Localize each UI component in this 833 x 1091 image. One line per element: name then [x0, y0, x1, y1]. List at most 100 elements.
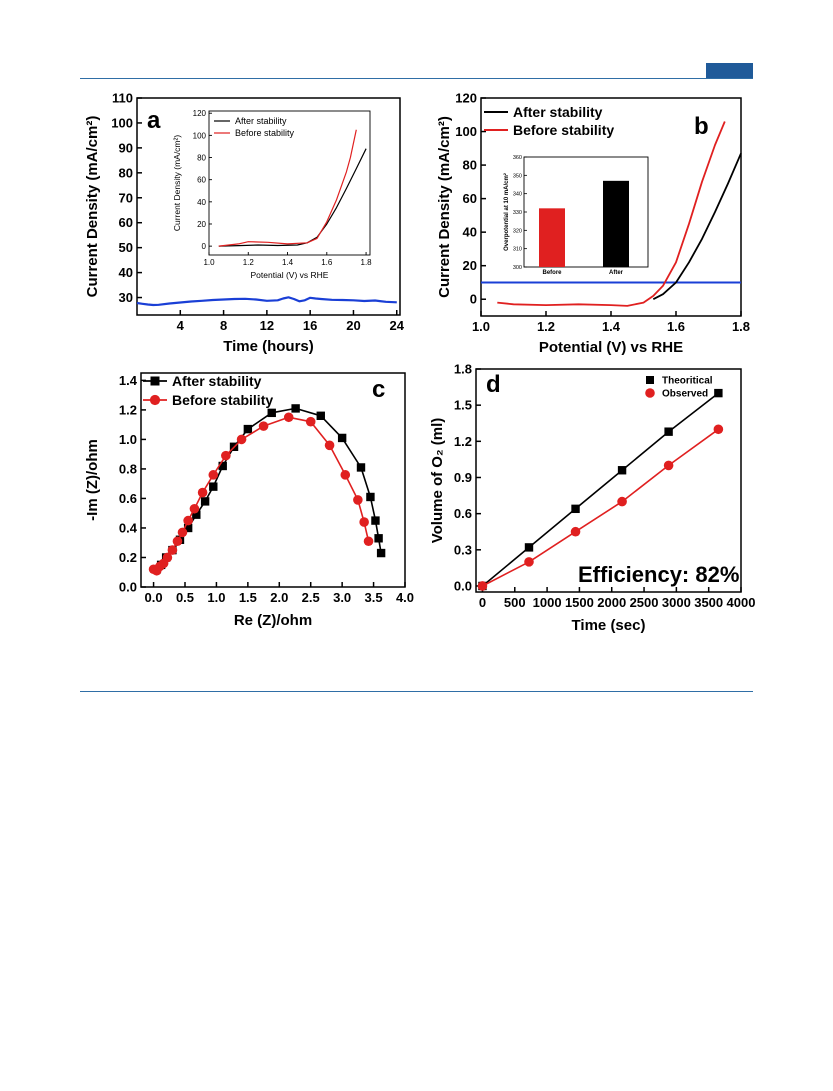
x-tick-label: 1.8	[361, 258, 373, 267]
panel-c-point	[209, 482, 218, 491]
panel-d-point	[571, 504, 580, 514]
x-tick-label: 3000	[662, 595, 691, 610]
panel-c-point	[236, 434, 247, 445]
y-tick-label: 1.4	[119, 373, 138, 388]
panel-c-point	[324, 440, 335, 451]
y-tick-label: 20	[197, 220, 206, 229]
panel-c-point	[371, 516, 380, 525]
panel-a-inset-line	[218, 148, 367, 247]
panel-d-series-line	[482, 428, 719, 587]
panel-c-point	[337, 433, 347, 443]
legend-label: After stability	[235, 116, 287, 126]
inset-y-axis-label: Overpotential at 10 mA/cm²	[503, 173, 510, 251]
panel-c-point	[356, 463, 366, 472]
y-tick-label: 0.3	[454, 542, 472, 557]
x-axis-label: Potential (V) vs RHE	[251, 270, 329, 280]
legend-marker	[149, 394, 161, 406]
x-tick-label: 3.0	[333, 590, 351, 605]
inset-y-tick-label: 300	[513, 265, 522, 271]
legend-label: Before stability	[513, 122, 614, 138]
panel-d-label: d	[486, 371, 501, 398]
x-tick-label: 4.0	[396, 590, 414, 605]
y-tick-label: 120	[455, 91, 477, 106]
x-tick-label: 2.5	[302, 590, 320, 605]
panel-c-point	[353, 495, 363, 505]
legend-label: Theoritical	[662, 376, 713, 387]
legend-marker	[150, 376, 160, 386]
panel-b-label: b	[694, 113, 709, 140]
panel-c-point	[208, 470, 219, 480]
x-axis-label: Time (hours)	[223, 338, 314, 355]
x-tick-label: 1.4	[282, 258, 294, 267]
y-tick-label: 1.0	[119, 432, 137, 447]
legend-label: After stability	[172, 373, 262, 389]
x-tick-label: 1.0	[203, 258, 215, 267]
panel-c-point	[316, 411, 325, 420]
panel-c-point	[340, 470, 351, 480]
legend-label: After stability	[513, 104, 603, 120]
panel-c-point	[200, 497, 210, 506]
x-tick-label: 1.6	[321, 258, 333, 267]
y-axis-label: Volume of O₂ (ml)	[429, 418, 446, 544]
x-tick-label: 0	[479, 595, 486, 610]
panel-c-point	[243, 424, 253, 434]
y-tick-label: 1.5	[454, 398, 472, 413]
y-tick-label: 40	[197, 198, 206, 207]
x-tick-label: 1.0	[472, 319, 490, 334]
y-tick-label: 20	[463, 258, 477, 273]
y-tick-label: 40	[119, 265, 133, 280]
y-tick-label: 0.9	[454, 470, 472, 485]
y-tick-label: 60	[197, 176, 206, 185]
y-tick-label: 0.4	[119, 520, 138, 535]
inset-y-tick-label: 350	[513, 173, 522, 179]
panel-a-label: a	[147, 107, 161, 134]
panel-c-label: c	[372, 376, 385, 403]
panel-c-point	[177, 527, 188, 538]
x-tick-label: 1.8	[732, 319, 750, 334]
x-axis-label: Re (Z)/ohm	[234, 612, 312, 629]
panel-c-point	[376, 548, 386, 558]
header-rule	[80, 78, 753, 79]
panel-a-series-line	[136, 296, 397, 307]
panel-c-point	[162, 552, 173, 563]
panel-d-point	[477, 581, 488, 591]
panel-c-series-line	[156, 407, 382, 570]
panel-b-series-line	[652, 152, 742, 300]
x-tick-label: 1.2	[243, 258, 255, 267]
x-tick-label: 3500	[694, 595, 723, 610]
y-tick-label: 100	[193, 131, 207, 140]
x-tick-label: 500	[504, 595, 526, 610]
y-tick-label: 0	[470, 292, 477, 307]
legend-label: Before stability	[235, 128, 295, 138]
y-tick-label: 1.8	[454, 362, 472, 377]
inset-bar-before	[539, 208, 565, 267]
x-tick-label: 2000	[597, 595, 626, 610]
panel-c-point	[183, 515, 193, 526]
x-tick-label: 1.5	[239, 590, 257, 605]
y-tick-label: 80	[119, 165, 133, 180]
x-tick-label: 0.5	[176, 590, 194, 605]
x-tick-label: 4	[177, 318, 185, 333]
x-tick-label: 1500	[565, 595, 594, 610]
x-tick-label: 20	[346, 318, 360, 333]
x-tick-label: 12	[260, 318, 274, 333]
x-tick-label: 3.5	[365, 590, 383, 605]
panel-d-series-line	[481, 392, 719, 587]
x-tick-label: 2.0	[270, 590, 288, 605]
panel-c-point	[258, 421, 269, 431]
panel-a-frame	[136, 97, 401, 316]
inset-y-tick-label: 360	[513, 155, 522, 161]
panel-c-series-line	[153, 416, 370, 572]
panel-c-point	[359, 517, 369, 527]
panel-c-frame	[140, 372, 406, 588]
y-tick-label: 70	[119, 190, 133, 205]
legend-marker	[646, 376, 654, 384]
y-tick-label: 50	[119, 240, 133, 255]
y-tick-label: 110	[112, 91, 133, 106]
y-tick-label: 100	[111, 115, 133, 130]
legend-label: Observed	[662, 389, 708, 400]
y-tick-label: 0	[202, 242, 207, 251]
panel-b-series-line	[497, 121, 726, 307]
inset-bar-after	[603, 180, 629, 267]
